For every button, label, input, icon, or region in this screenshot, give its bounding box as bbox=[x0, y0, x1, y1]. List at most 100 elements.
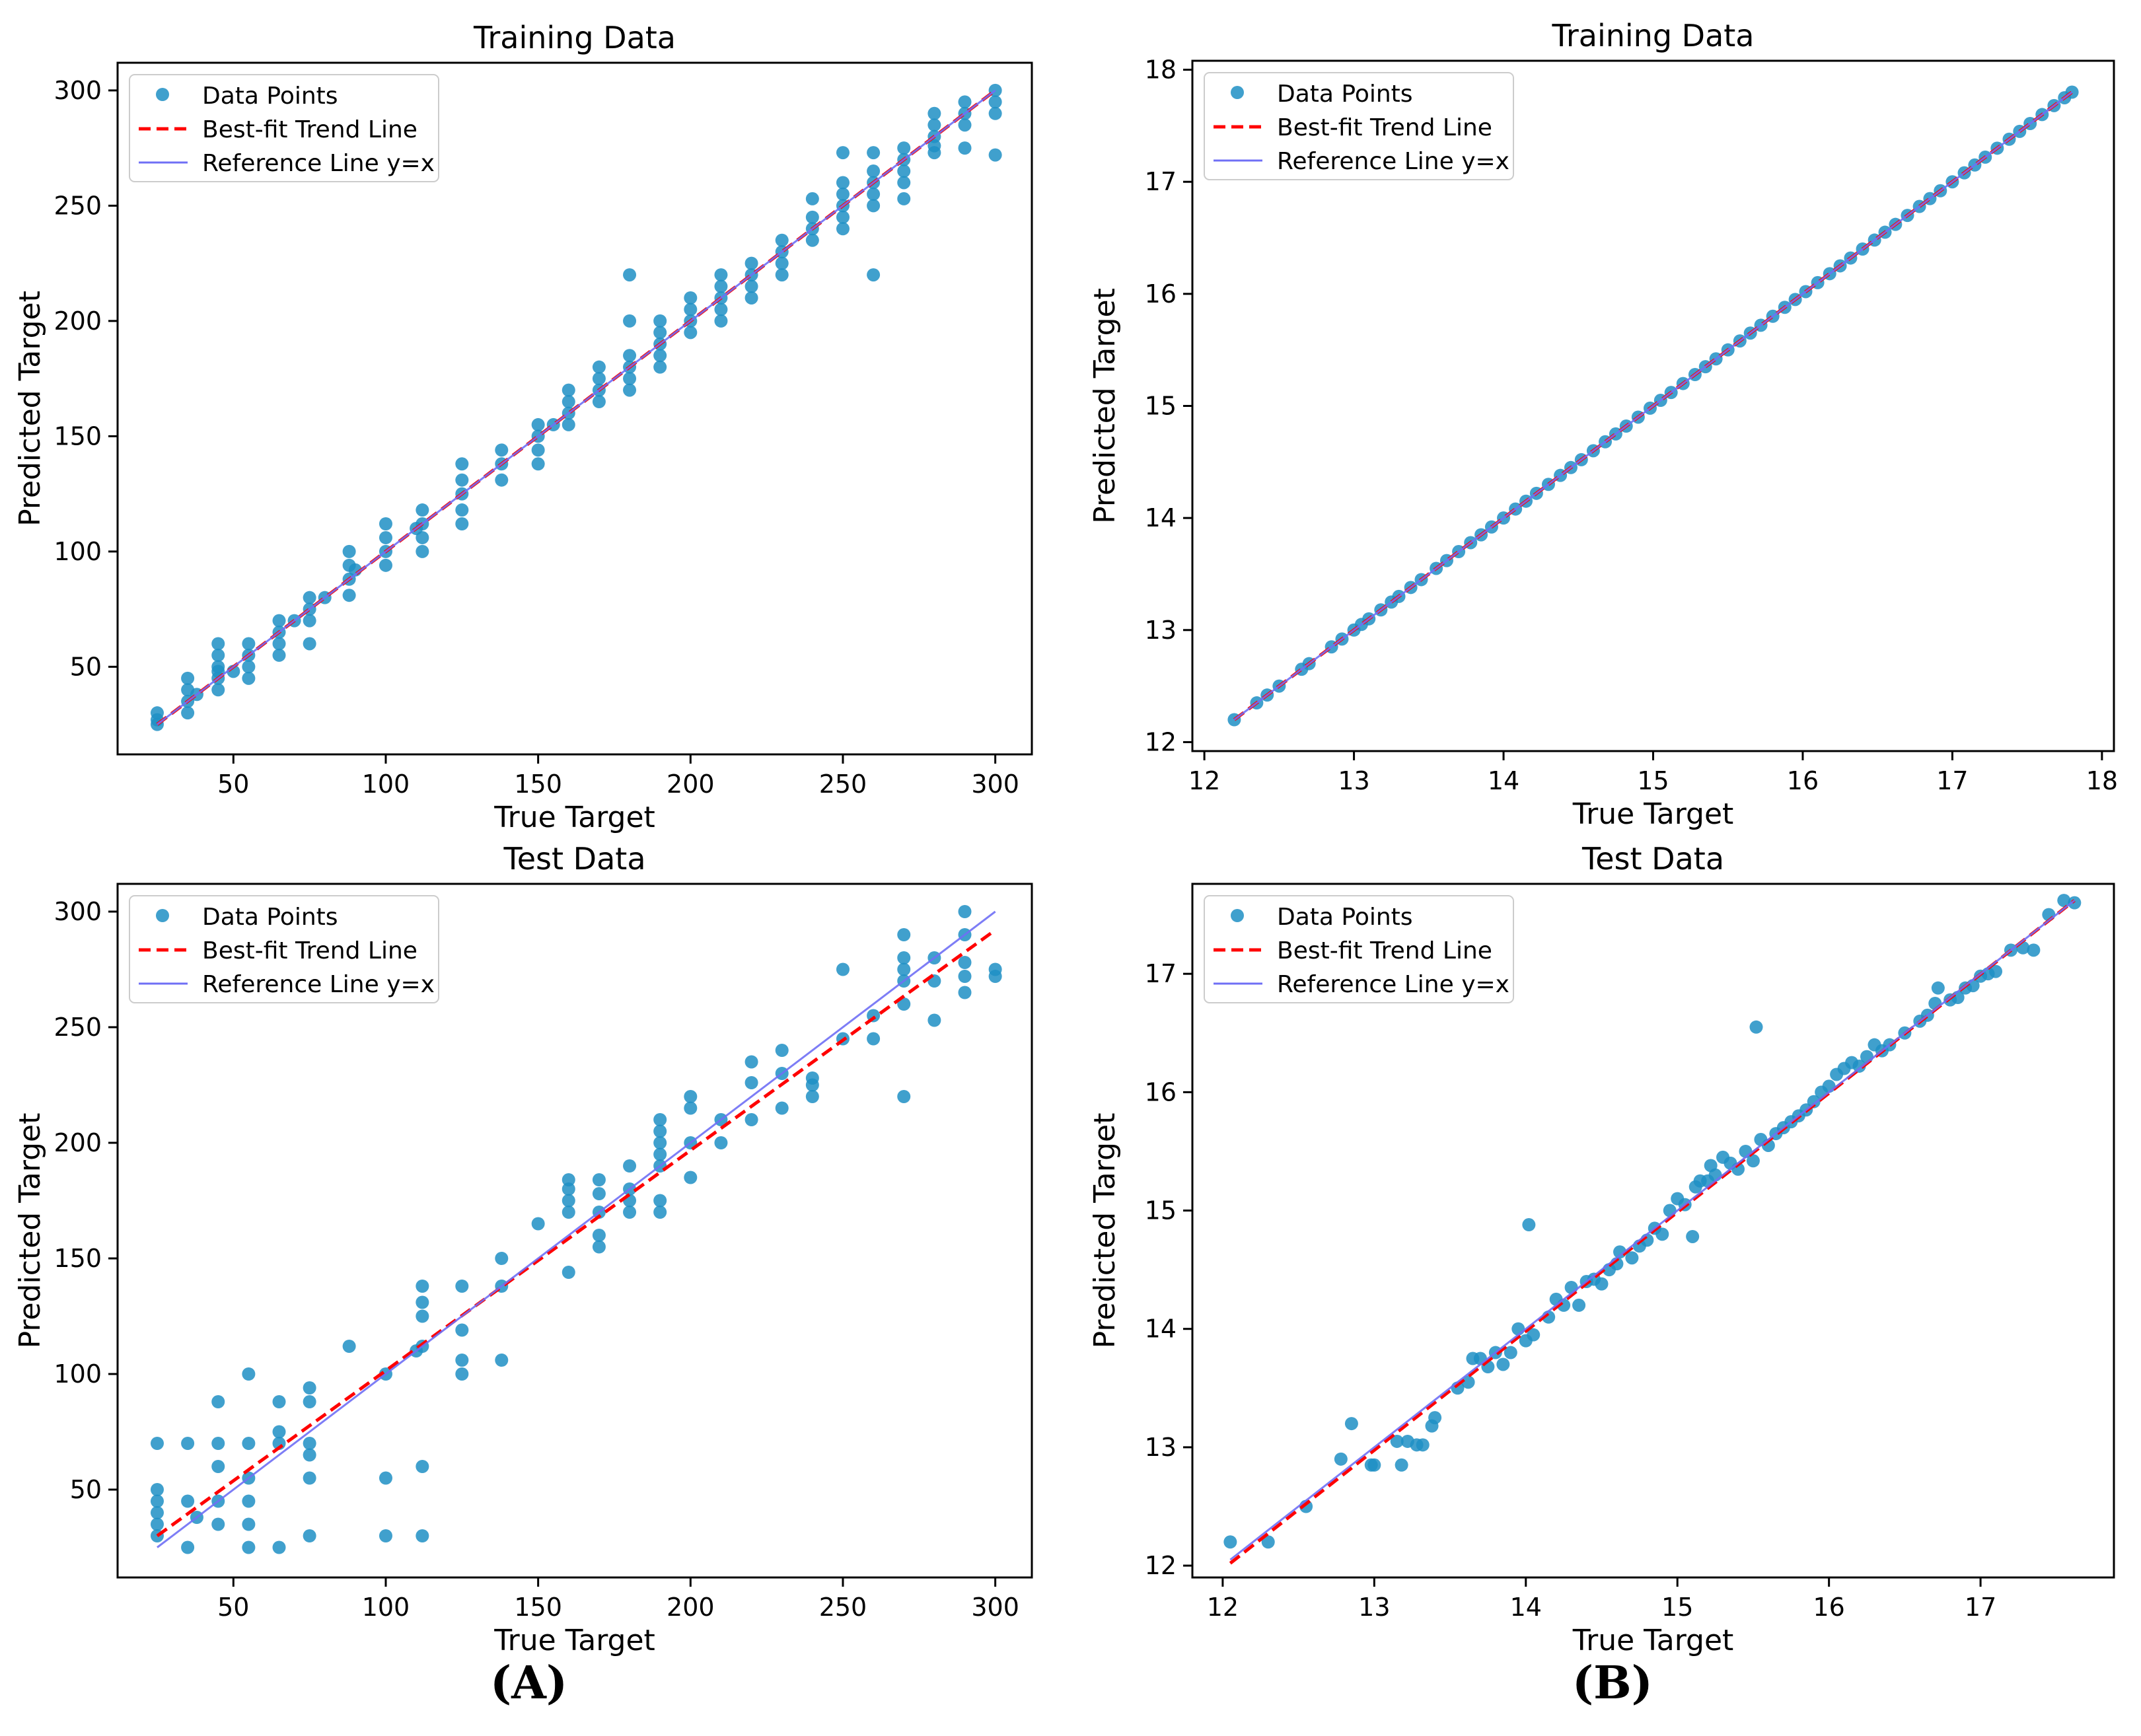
legend-label-points: Data Points bbox=[1277, 81, 1413, 108]
data-point bbox=[714, 268, 728, 282]
data-point bbox=[1367, 1458, 1381, 1472]
data-point bbox=[455, 1280, 469, 1293]
legend-label-points: Data Points bbox=[202, 904, 338, 931]
legend-marker-points bbox=[1231, 86, 1244, 99]
data-point bbox=[562, 1266, 575, 1279]
data-point bbox=[836, 176, 850, 190]
data-point bbox=[211, 1517, 225, 1531]
data-point bbox=[958, 986, 972, 999]
y-axis-label: Predicted Target bbox=[13, 291, 47, 526]
data-point bbox=[303, 591, 316, 604]
data-point bbox=[653, 1136, 667, 1149]
data-point bbox=[653, 1113, 667, 1126]
data-point bbox=[531, 1217, 545, 1231]
y-tick-label: 18 bbox=[1145, 55, 1177, 85]
data-point bbox=[684, 291, 698, 305]
data-point bbox=[592, 372, 606, 386]
data-point bbox=[1496, 1357, 1510, 1371]
chart-test-a: Test Data 50 100 150 200 250 300 50 100 150 200 250… bbox=[13, 841, 1033, 1657]
data-point bbox=[623, 1206, 637, 1219]
chart-training-b: Training Data 12 13 14 15 16 17 18 12 13 14 15 16 17 1… bbox=[1088, 18, 2118, 831]
data-point bbox=[958, 118, 972, 132]
x-tick-label: 15 bbox=[1661, 1593, 1693, 1622]
data-point bbox=[303, 1381, 316, 1394]
data-point bbox=[272, 637, 286, 651]
data-point bbox=[242, 1494, 256, 1508]
legend-label-trend: Best-fit Trend Line bbox=[1277, 114, 1492, 141]
data-point bbox=[416, 1529, 429, 1542]
data-point bbox=[867, 268, 881, 282]
data-point bbox=[562, 1173, 575, 1186]
data-point bbox=[1261, 1535, 1275, 1549]
legend-box bbox=[1204, 72, 1514, 180]
data-point bbox=[416, 544, 429, 558]
data-point bbox=[211, 660, 225, 674]
data-point bbox=[653, 1194, 667, 1208]
data-point bbox=[211, 1395, 225, 1408]
legend-label-points: Data Points bbox=[202, 83, 338, 110]
data-point bbox=[897, 962, 911, 976]
data-point bbox=[303, 1471, 316, 1485]
data-point bbox=[455, 517, 469, 530]
data-point bbox=[927, 1013, 941, 1027]
data-point bbox=[303, 1529, 316, 1542]
data-point bbox=[1395, 1458, 1408, 1472]
reference-line bbox=[1229, 899, 2076, 1561]
y-tick-label: 300 bbox=[54, 897, 102, 926]
x-tick-label: 17 bbox=[1965, 1593, 1996, 1622]
x-tick-label: 15 bbox=[1637, 766, 1669, 795]
data-point bbox=[342, 544, 356, 558]
data-point bbox=[744, 1076, 758, 1089]
x-tick-label: 200 bbox=[667, 770, 715, 799]
data-point bbox=[495, 473, 509, 487]
data-point bbox=[653, 1206, 667, 1219]
y-tick-label: 16 bbox=[1145, 279, 1177, 308]
x-tick-label: 12 bbox=[1207, 1593, 1239, 1622]
data-point bbox=[242, 1540, 256, 1554]
x-tick-label: 13 bbox=[1358, 1593, 1390, 1622]
x-tick-label: 250 bbox=[819, 770, 867, 799]
data-point bbox=[958, 970, 972, 983]
data-point bbox=[1334, 1452, 1348, 1466]
y-axis-label: Predicted Target bbox=[13, 1113, 47, 1349]
x-tick-label: 100 bbox=[362, 1593, 410, 1622]
data-point bbox=[562, 417, 575, 431]
y-tick-label: 15 bbox=[1145, 1196, 1177, 1225]
data-point bbox=[988, 962, 1002, 976]
y-tick-label: 200 bbox=[54, 1128, 102, 1157]
data-point bbox=[211, 683, 225, 697]
data-point bbox=[455, 503, 469, 517]
data-point bbox=[1522, 1218, 1536, 1232]
data-point bbox=[897, 997, 911, 1011]
data-point bbox=[455, 1354, 469, 1367]
data-point bbox=[150, 1494, 164, 1508]
x-tick-label: 300 bbox=[971, 1593, 1019, 1622]
data-point bbox=[181, 671, 195, 685]
legend-label-reference: Reference Line y=x bbox=[202, 971, 435, 998]
data-point bbox=[653, 326, 667, 340]
data-point bbox=[744, 1113, 758, 1126]
data-point bbox=[416, 503, 429, 517]
data-point bbox=[897, 164, 911, 178]
data-point bbox=[744, 256, 758, 270]
x-tick-label: 50 bbox=[217, 770, 249, 799]
chart-title: Training Data bbox=[473, 20, 676, 55]
data-point bbox=[150, 1437, 164, 1450]
data-point bbox=[379, 1471, 392, 1485]
data-point bbox=[1344, 1417, 1358, 1431]
data-point bbox=[592, 1229, 606, 1242]
data-point bbox=[714, 279, 728, 293]
legend-label-trend: Best-fit Trend Line bbox=[202, 937, 417, 964]
data-point bbox=[653, 1124, 667, 1138]
data-point bbox=[988, 106, 1002, 120]
data-point bbox=[150, 1483, 164, 1496]
data-point bbox=[867, 164, 881, 178]
data-point bbox=[744, 279, 758, 293]
data-point bbox=[927, 139, 941, 153]
data-point bbox=[623, 268, 637, 282]
y-tick-label: 150 bbox=[54, 421, 102, 451]
panel-label-a: (A) bbox=[490, 1657, 568, 1710]
data-point bbox=[653, 360, 667, 374]
data-point bbox=[897, 192, 911, 205]
y-tick-label: 250 bbox=[54, 1013, 102, 1042]
